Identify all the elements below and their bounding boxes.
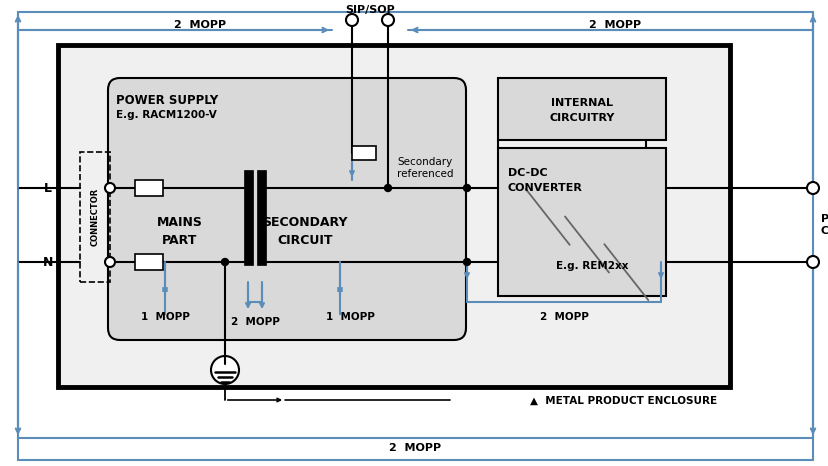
Text: PART: PART xyxy=(162,233,197,247)
Bar xyxy=(243,170,253,265)
Bar xyxy=(352,146,376,160)
Text: 2  MOPP: 2 MOPP xyxy=(539,312,588,322)
Text: CIRCUIT: CIRCUIT xyxy=(277,233,332,247)
Bar xyxy=(80,152,110,282)
Text: 2  MOPP: 2 MOPP xyxy=(388,443,440,453)
Text: PATIENT
CONNECTION: PATIENT CONNECTION xyxy=(820,214,828,236)
Text: E.g. REM2xx: E.g. REM2xx xyxy=(555,261,628,271)
Text: CONNECTOR: CONNECTOR xyxy=(90,188,99,246)
Text: L: L xyxy=(44,181,52,194)
Circle shape xyxy=(806,182,818,194)
Circle shape xyxy=(382,14,393,26)
Circle shape xyxy=(211,356,238,384)
Text: ▲  METAL PRODUCT ENCLOSURE: ▲ METAL PRODUCT ENCLOSURE xyxy=(529,396,716,406)
Circle shape xyxy=(105,257,115,267)
Bar xyxy=(498,78,665,140)
Circle shape xyxy=(463,185,470,192)
Text: MAINS: MAINS xyxy=(156,217,203,229)
Bar xyxy=(135,180,163,196)
FancyBboxPatch shape xyxy=(108,78,465,340)
Bar xyxy=(58,45,729,387)
Text: POWER SUPPLY: POWER SUPPLY xyxy=(116,94,218,107)
Text: 2  MOPP: 2 MOPP xyxy=(230,317,279,327)
Bar xyxy=(257,170,266,265)
Text: SIP/SOP: SIP/SOP xyxy=(344,5,394,15)
Circle shape xyxy=(806,256,818,268)
Circle shape xyxy=(221,259,229,266)
Text: 1  MOPP: 1 MOPP xyxy=(141,312,190,322)
Circle shape xyxy=(105,183,115,193)
Text: SECONDARY: SECONDARY xyxy=(262,217,347,229)
Text: DC-DC: DC-DC xyxy=(508,168,547,178)
Text: CONVERTER: CONVERTER xyxy=(508,183,582,193)
Circle shape xyxy=(463,259,470,266)
Text: 2  MOPP: 2 MOPP xyxy=(174,20,226,30)
Bar xyxy=(498,148,665,296)
Text: Secondary
referenced: Secondary referenced xyxy=(397,157,453,179)
Text: N: N xyxy=(43,255,53,268)
Text: CIRCUITRY: CIRCUITRY xyxy=(549,113,614,123)
Bar xyxy=(135,254,163,270)
Text: E.g. RACM1200-V: E.g. RACM1200-V xyxy=(116,110,216,120)
Circle shape xyxy=(384,185,391,192)
Text: INTERNAL: INTERNAL xyxy=(551,98,612,108)
Circle shape xyxy=(345,14,358,26)
Text: 2  MOPP: 2 MOPP xyxy=(588,20,640,30)
Text: 1  MOPP: 1 MOPP xyxy=(325,312,374,322)
